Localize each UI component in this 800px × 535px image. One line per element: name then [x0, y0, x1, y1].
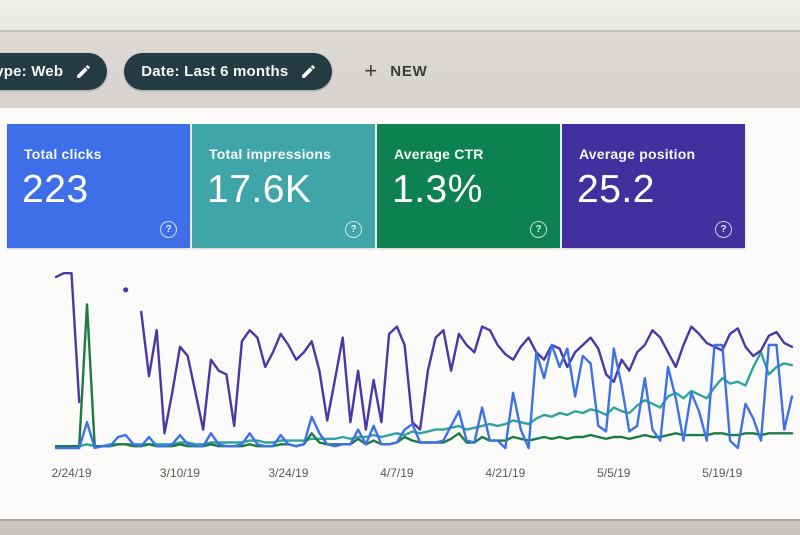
- metric-value: 1.3%: [392, 168, 483, 211]
- metric-value: 17.6K: [207, 168, 312, 211]
- help-icon[interactable]: ?: [345, 221, 362, 238]
- series-line-total-clicks: [54, 343, 794, 450]
- performance-chart: [0, 258, 800, 458]
- metric-card-total-impressions[interactable]: Total impressions 17.6K ?: [192, 124, 375, 248]
- metric-card-total-clicks[interactable]: Total clicks 223 ?: [7, 124, 190, 248]
- x-axis-label: 4/7/19: [380, 466, 414, 480]
- new-button-label: NEW: [390, 62, 428, 80]
- x-axis-label: 3/24/19: [268, 466, 309, 480]
- top-panel-edge: [0, 0, 800, 32]
- edit-icon[interactable]: [75, 63, 92, 80]
- series-line-average-position: [139, 310, 794, 435]
- filter-bar: type: Web Date: Last 6 months + NEW: [0, 32, 800, 108]
- filter-chip-label: type: Web: [0, 62, 64, 80]
- metric-label: Average position: [579, 146, 696, 162]
- x-axis-label: 4/21/19: [485, 466, 526, 480]
- performance-report-panel: Total clicks 223 ? Total impressions 17.…: [0, 108, 800, 521]
- x-axis-label: 5/19/19: [702, 466, 743, 480]
- metric-cards: Total clicks 223 ? Total impressions 17.…: [0, 108, 800, 248]
- metric-value: 25.2: [577, 168, 655, 211]
- metric-card-average-position[interactable]: Average position 25.2 ?: [562, 124, 745, 248]
- plus-icon: +: [364, 58, 378, 83]
- help-icon[interactable]: ?: [715, 221, 732, 238]
- series-line-average-position: [54, 271, 81, 404]
- metric-label: Total impressions: [209, 146, 332, 162]
- series-line-total-impressions: [54, 351, 794, 448]
- x-axis-label: 2/24/19: [51, 466, 92, 480]
- help-icon[interactable]: ?: [160, 221, 177, 238]
- metric-card-average-ctr[interactable]: Average CTR 1.3% ?: [377, 124, 560, 248]
- filter-chip-search-type[interactable]: type: Web: [0, 52, 108, 90]
- filter-chip-date-range[interactable]: Date: Last 6 months: [124, 52, 333, 90]
- bottom-panel-edge: [0, 521, 800, 535]
- edit-icon[interactable]: [300, 63, 317, 80]
- x-axis: 2/24/19 3/10/19 3/24/19 4/7/19 4/21/19 5/5/19…: [0, 458, 800, 488]
- metric-value: 223: [22, 168, 89, 211]
- x-axis-label: 5/5/19: [597, 466, 631, 480]
- help-icon[interactable]: ?: [530, 221, 547, 238]
- chart-plot: [54, 271, 794, 450]
- metric-label: Total clicks: [24, 146, 102, 162]
- filter-chip-label: Date: Last 6 months: [141, 62, 289, 80]
- metric-label: Average CTR: [394, 146, 484, 162]
- new-filter-button[interactable]: + NEW: [354, 54, 437, 88]
- series-point-average-position: [123, 287, 129, 293]
- x-axis-label: 3/10/19: [159, 466, 200, 480]
